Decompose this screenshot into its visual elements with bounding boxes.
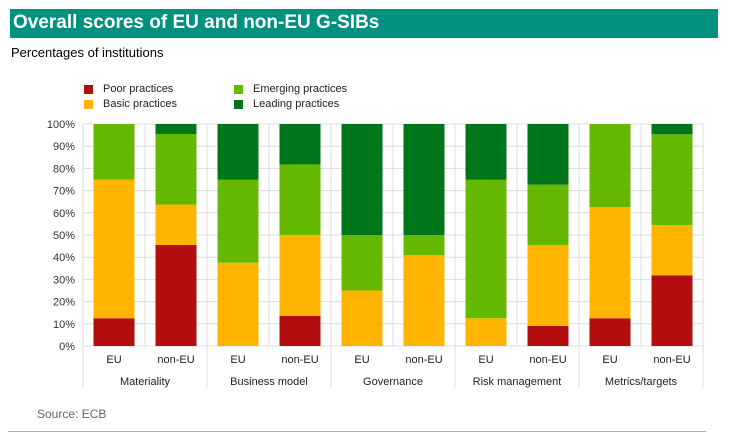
bar-segment	[155, 133, 197, 205]
bar-segment	[279, 124, 321, 165]
bar-segment	[465, 318, 507, 346]
bar-segment	[527, 184, 569, 245]
x-tick-label: EU	[478, 354, 493, 366]
y-tick-label: 30%	[53, 274, 75, 286]
y-tick-label: 70%	[53, 186, 75, 198]
bar-segment	[217, 124, 259, 180]
legend-item: Poor practices	[84, 83, 173, 95]
x-group-label: Metrics/targets	[605, 376, 678, 388]
bar-segment	[589, 207, 631, 319]
x-group-label: Risk management	[473, 376, 562, 388]
legend-swatch	[234, 99, 243, 109]
x-tick-label: EU	[106, 354, 121, 366]
bar-segment	[279, 235, 321, 316]
bar-segment	[93, 124, 135, 180]
legend-item: Emerging practices	[234, 83, 347, 95]
bar-segment	[279, 315, 321, 346]
legend-swatch	[84, 84, 93, 94]
bar-segment	[341, 290, 383, 346]
legend-item: Leading practices	[234, 98, 339, 110]
bar-segment	[403, 255, 445, 346]
bar-segment	[341, 124, 383, 235]
bar-segment	[403, 124, 445, 235]
chart-title: Overall scores of EU and non-EU G-SIBs	[13, 12, 380, 33]
legend-item: Basic practices	[84, 98, 177, 110]
y-tick-label: 90%	[53, 141, 75, 153]
bar-segment	[465, 124, 507, 180]
legend-swatch	[84, 99, 93, 109]
bar-segment	[155, 204, 197, 245]
legend-label: Emerging practices	[253, 83, 348, 95]
x-group-label: Materiality	[120, 376, 171, 388]
bar-segment	[93, 179, 135, 319]
x-tick-label: non-EU	[653, 354, 690, 366]
y-tick-label: 50%	[53, 230, 75, 242]
bar-segment	[651, 124, 693, 135]
bar-segment	[403, 235, 445, 256]
y-tick-label: 0%	[59, 341, 75, 353]
bar-segment	[217, 179, 259, 263]
x-group-label: Business model	[230, 376, 308, 388]
x-tick-label: non-EU	[281, 354, 318, 366]
legend-swatch	[234, 84, 243, 94]
y-tick-label: 100%	[47, 119, 75, 131]
bar-segment	[589, 124, 631, 208]
y-tick-label: 10%	[53, 319, 75, 331]
x-tick-label: non-EU	[529, 354, 566, 366]
bar-segment	[527, 244, 569, 326]
bar-segment	[217, 262, 259, 346]
bar-segment	[527, 124, 569, 185]
bar-segment	[651, 225, 693, 276]
bar-segment	[465, 179, 507, 319]
legend-label: Basic practices	[103, 98, 177, 110]
y-tick-label: 60%	[53, 208, 75, 220]
x-tick-label: non-EU	[157, 354, 194, 366]
x-tick-label: EU	[354, 354, 369, 366]
footer-divider	[8, 431, 706, 432]
title-bar: Overall scores of EU and non-EU G-SIBs	[10, 9, 718, 38]
bar-segment	[651, 134, 693, 226]
source-note: Source: ECB	[37, 407, 107, 421]
legend-label: Poor practices	[103, 83, 174, 95]
x-tick-label: EU	[602, 354, 617, 366]
bar-segment	[155, 244, 197, 346]
bar-segment	[93, 318, 135, 346]
bar-segment	[527, 325, 569, 346]
y-tick-label: 80%	[53, 163, 75, 175]
y-tick-label: 40%	[53, 252, 75, 264]
x-tick-label: non-EU	[405, 354, 442, 366]
bar-segment	[651, 275, 693, 346]
bar-segment	[155, 124, 197, 134]
x-group-label: Governance	[363, 376, 423, 388]
bar-segment	[589, 318, 631, 346]
bar-segment	[279, 164, 321, 235]
x-tick-label: EU	[230, 354, 245, 366]
bar-segment	[341, 235, 383, 291]
chart-subtitle: Percentages of institutions	[11, 45, 164, 60]
y-tick-label: 20%	[53, 297, 75, 309]
legend-label: Leading practices	[253, 98, 340, 110]
